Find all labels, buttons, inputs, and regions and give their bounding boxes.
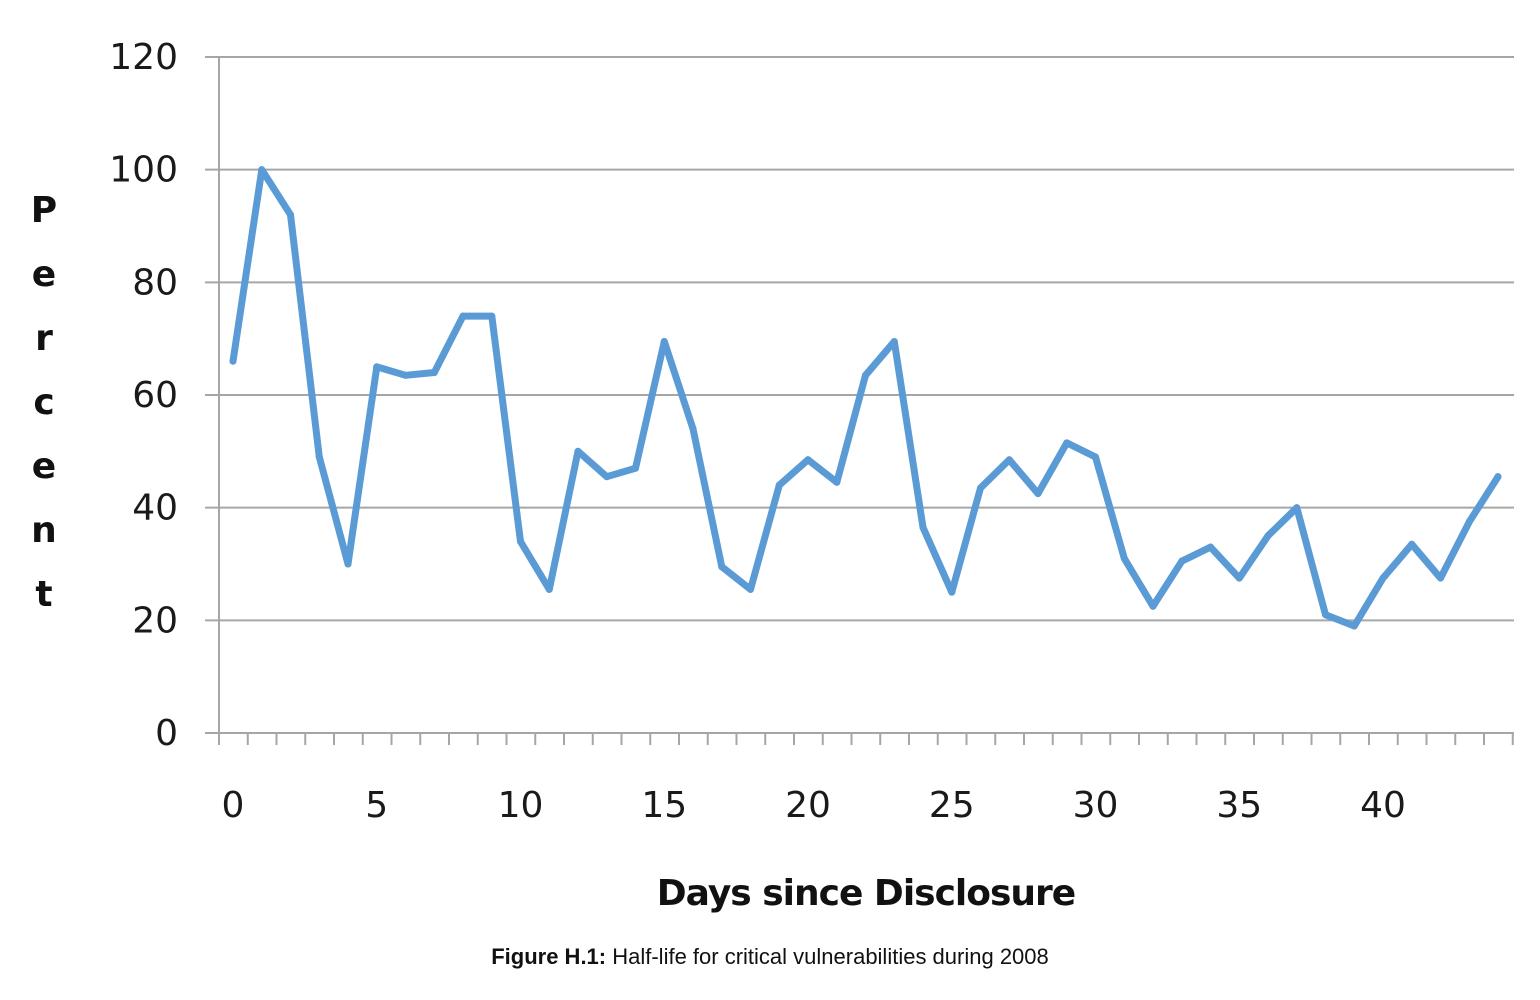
data-point <box>1293 504 1301 512</box>
y-axis-label-letter: r <box>35 318 53 359</box>
y-tick-label-80: 80 <box>132 262 178 303</box>
data-point <box>430 368 438 376</box>
data-point <box>1005 456 1013 464</box>
data-point <box>1465 518 1473 526</box>
data-point <box>517 537 524 545</box>
series-line-0 <box>229 166 1502 630</box>
data-point <box>804 456 812 464</box>
y-axis-label-letter: e <box>32 446 56 487</box>
data-point <box>1408 540 1416 548</box>
data-point <box>632 464 639 472</box>
y-tick-label-100: 100 <box>109 150 178 191</box>
data-point <box>603 473 611 481</box>
data-point <box>373 363 381 371</box>
data-point <box>660 337 668 345</box>
data-point <box>1063 439 1071 447</box>
y-axis-label-letter: n <box>31 510 57 551</box>
y-tick-labels: 0 20 40 60 80 100 120 <box>109 37 178 754</box>
data-point <box>1437 574 1444 582</box>
x-tick-label-0: 0 <box>222 785 245 826</box>
data-point <box>545 585 553 593</box>
y-axis-label-letter: P <box>31 190 57 231</box>
data-point <box>977 484 984 492</box>
data-point <box>402 371 409 379</box>
x-tick-label-35: 35 <box>1216 785 1262 826</box>
x-axis-label: Days since Disclosure <box>657 873 1075 914</box>
data-point <box>1034 490 1042 498</box>
data-point <box>1207 543 1214 551</box>
y-tick-label-0: 0 <box>155 713 178 754</box>
data-point <box>890 337 898 345</box>
data-point <box>1120 554 1128 562</box>
x-tick-label-25: 25 <box>929 785 975 826</box>
x-tick-label-10: 10 <box>498 785 544 826</box>
data-point <box>315 453 323 461</box>
y-axis-label-letter: e <box>32 254 56 295</box>
y-axis-label-letter: t <box>35 574 52 615</box>
y-axis-label-letter: c <box>33 382 54 423</box>
data-point <box>1494 473 1502 481</box>
caption-label: Figure H.1: <box>491 944 607 969</box>
data-point <box>948 588 956 596</box>
data-point <box>833 478 841 486</box>
data-point <box>775 481 783 489</box>
data-point <box>258 166 266 174</box>
x-tick-label-15: 15 <box>641 785 687 826</box>
data-point <box>229 357 237 365</box>
y-tick-label-20: 20 <box>132 600 178 641</box>
x-tick-label-20: 20 <box>785 785 831 826</box>
data-point <box>1379 574 1387 582</box>
y-tick-label-40: 40 <box>132 488 178 529</box>
x-tick-label-40: 40 <box>1360 785 1406 826</box>
data-point <box>287 211 294 219</box>
data-point <box>1264 532 1272 540</box>
axes <box>205 57 1514 745</box>
data-point <box>1149 602 1157 610</box>
data-point <box>488 312 496 320</box>
data-point <box>1322 611 1329 619</box>
data-point <box>574 447 582 455</box>
data-point <box>862 371 869 379</box>
y-tick-label-60: 60 <box>132 375 178 416</box>
gridlines <box>205 56 1514 622</box>
x-tick-labels: 0 5 10 15 20 25 30 35 40 <box>222 785 1406 826</box>
series-group <box>229 166 1502 630</box>
data-point <box>718 563 726 571</box>
x-tick-label-30: 30 <box>1073 785 1119 826</box>
data-point <box>1178 557 1186 565</box>
data-point <box>1092 453 1099 461</box>
data-point <box>1235 574 1243 582</box>
caption-text: Half-life for critical vulnerabilities d… <box>606 944 1049 969</box>
data-point <box>919 523 927 531</box>
figure-caption: Figure H.1: Half-life for critical vulne… <box>0 944 1540 970</box>
data-point <box>459 312 467 320</box>
data-point <box>689 425 697 433</box>
x-tick-label-5: 5 <box>365 785 388 826</box>
data-point <box>1350 622 1358 630</box>
y-tick-label-120: 120 <box>109 37 178 78</box>
data-point <box>747 585 754 593</box>
data-point <box>344 560 352 568</box>
